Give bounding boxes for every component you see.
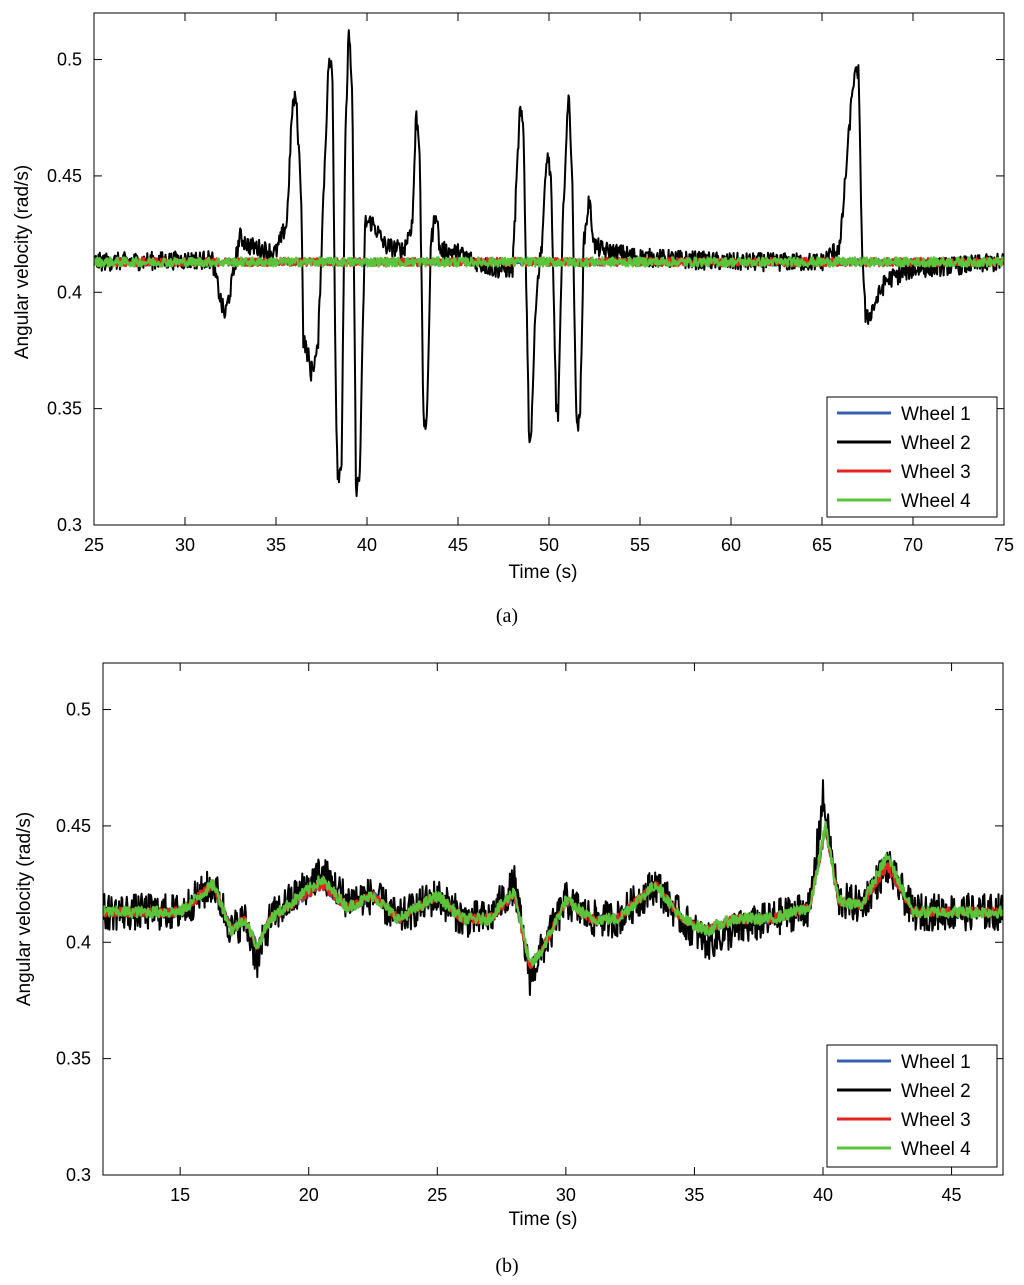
x-tick-label: 70 <box>903 535 923 555</box>
y-tick-label: 0.4 <box>66 932 91 952</box>
chart-b-series-wheel-3 <box>103 823 1003 969</box>
x-tick-label: 40 <box>357 535 377 555</box>
chart-b-series-wheel-2 <box>103 779 1003 996</box>
legend-label: Wheel 4 <box>901 491 971 512</box>
chart-b-caption: (b) <box>495 1255 518 1277</box>
legend-label: Wheel 1 <box>901 404 971 425</box>
chart-a-ylabel: Angular velocity (rad/s) <box>12 165 33 359</box>
y-tick-label: 0.5 <box>66 700 91 720</box>
y-tick-label: 0.3 <box>57 515 82 535</box>
y-tick-label: 0.45 <box>56 816 91 836</box>
chart-a-series-wheel-4 <box>94 256 1004 268</box>
chart-b-axes-box <box>102 662 1004 1176</box>
chart-a-yticks: 0.3 0.35 0.4 0.45 0.5 <box>47 50 1004 535</box>
x-tick-label: 45 <box>942 1185 962 1205</box>
chart-a-legend: Wheel 1 Wheel 2 Wheel 3 Wheel 4 <box>826 396 998 518</box>
x-tick-label: 60 <box>721 535 741 555</box>
legend-label: Wheel 2 <box>901 1081 971 1102</box>
x-tick-label: 35 <box>266 535 286 555</box>
legend-box <box>826 396 998 518</box>
chart-b-legend: Wheel 1 Wheel 2 Wheel 3 Wheel 4 <box>826 1044 998 1168</box>
x-tick-label: 20 <box>299 1185 319 1205</box>
x-tick-label: 40 <box>813 1185 833 1205</box>
chart-a-xlabel: Time (s) <box>509 562 578 583</box>
chart-a-xticks: 25 30 35 40 45 50 55 60 65 70 75 <box>84 13 1014 555</box>
chart-a: 25 30 35 40 45 50 55 60 65 70 75 0.3 0.35 0.4 0.45 0.5… <box>12 12 1014 627</box>
x-tick-label: 35 <box>684 1185 704 1205</box>
y-tick-label: 0.45 <box>47 166 82 186</box>
y-tick-label: 0.5 <box>57 50 82 70</box>
y-tick-label: 0.4 <box>57 282 82 302</box>
chart-b-yticks: 0.3 0.35 0.4 0.45 0.5 <box>56 700 1003 1185</box>
x-tick-label: 65 <box>812 535 832 555</box>
chart-b-xlabel: Time (s) <box>509 1209 578 1230</box>
chart-b-series-wheel-4 <box>103 821 1003 967</box>
chart-a-series-wheel-2 <box>94 29 1004 498</box>
legend-label: Wheel 1 <box>901 1052 971 1073</box>
x-tick-label: 55 <box>630 535 650 555</box>
y-tick-label: 0.3 <box>66 1165 91 1185</box>
legend-label: Wheel 3 <box>901 1110 971 1131</box>
chart-b: 15 20 25 30 35 40 45 0.3 0.35 0.4 0.45 0.5 Time (s… <box>14 662 1004 1277</box>
x-tick-label: 75 <box>994 535 1014 555</box>
legend-label: Wheel 2 <box>901 433 971 454</box>
x-tick-label: 30 <box>556 1185 576 1205</box>
x-tick-label: 25 <box>427 1185 447 1205</box>
x-tick-label: 30 <box>175 535 195 555</box>
x-tick-label: 50 <box>539 535 559 555</box>
chart-a-caption: (a) <box>496 605 518 627</box>
chart-b-ylabel: Angular velocity (rad/s) <box>14 812 35 1006</box>
x-tick-label: 25 <box>84 535 104 555</box>
chart-b-xticks: 15 20 25 30 35 40 45 <box>170 663 962 1205</box>
legend-label: Wheel 3 <box>901 462 971 483</box>
chart-a-series <box>94 29 1004 498</box>
x-tick-label: 45 <box>448 535 468 555</box>
y-tick-label: 0.35 <box>47 399 82 419</box>
x-tick-label: 15 <box>170 1185 190 1205</box>
legend-label: Wheel 4 <box>901 1139 971 1160</box>
chart-b-series <box>103 779 1003 996</box>
y-tick-label: 0.35 <box>56 1049 91 1069</box>
